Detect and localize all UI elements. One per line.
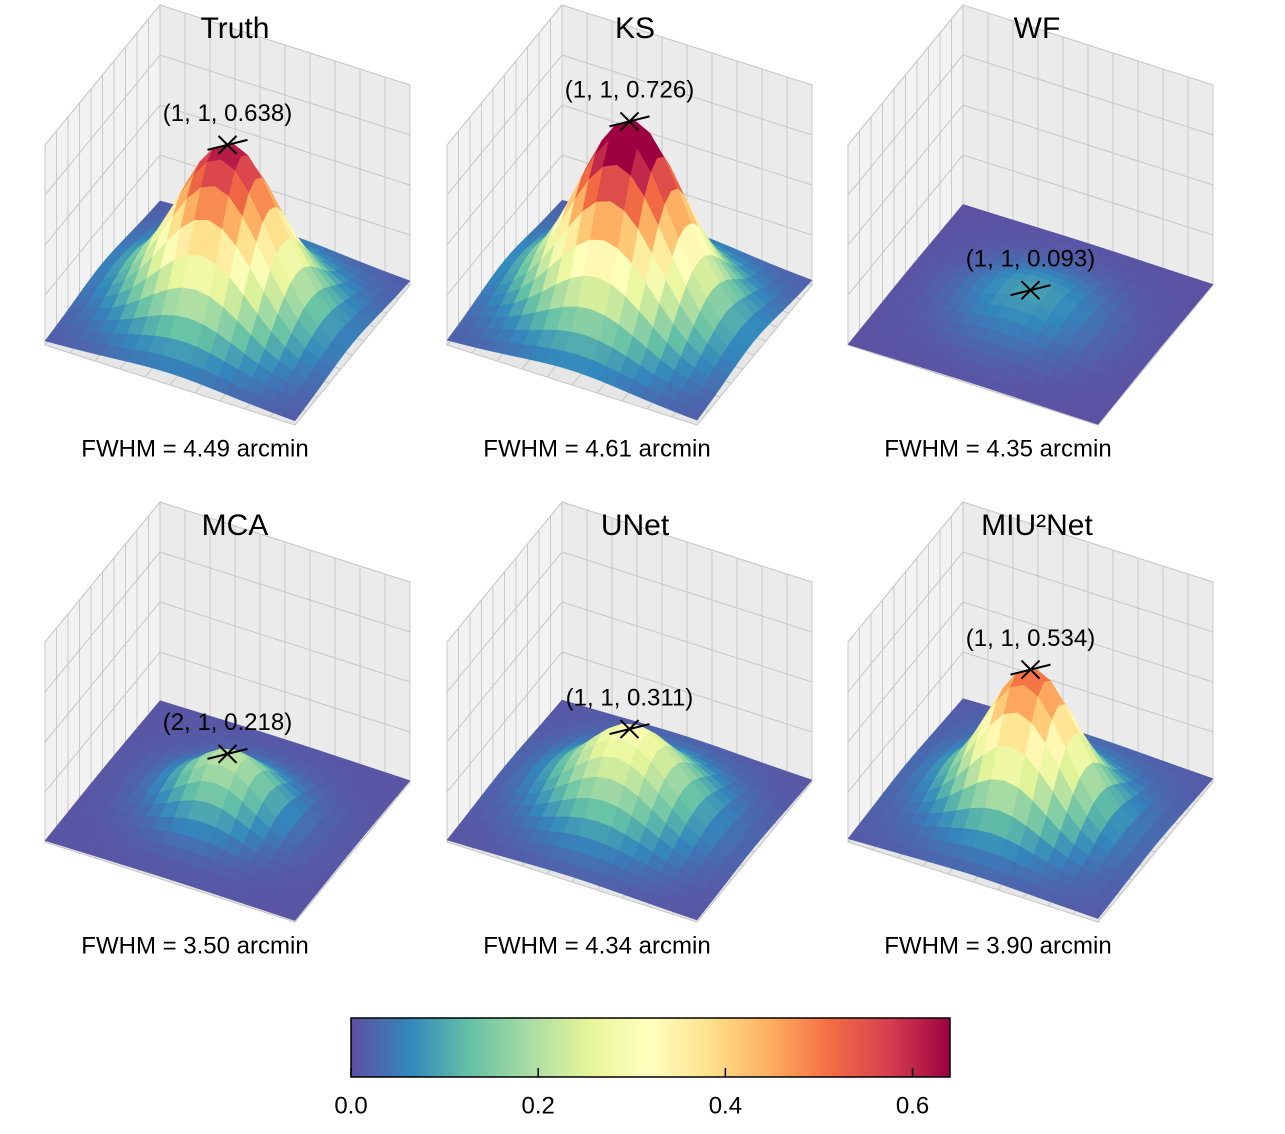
surface-patch	[1083, 411, 1105, 425]
peak-label: (1, 1, 0.726)	[565, 77, 694, 104]
pane-grid	[446, 54, 813, 196]
pane-grid	[446, 551, 813, 693]
pane-grid	[847, 54, 1214, 196]
panel-title: MCA	[202, 509, 269, 542]
peak-label: (1, 1, 0.311)	[566, 684, 694, 711]
pane-grid	[696, 284, 813, 426]
surface-patch	[1083, 905, 1105, 919]
fwhm-label: FWHM = 3.90 arcmin	[884, 932, 1111, 959]
panel-title: MIU²Net	[981, 509, 1093, 542]
peak-marker	[207, 135, 248, 155]
fwhm-label: FWHM = 4.35 arcmin	[884, 435, 1111, 462]
panel-title: Truth	[201, 12, 270, 45]
peak-marker	[609, 111, 650, 132]
pane-grid	[847, 551, 1214, 693]
pane-grid	[446, 651, 813, 793]
panel: (1, 1, 0.093) WF FWHM = 4.35 arcmin	[847, 3, 1214, 462]
pane-grid	[847, 104, 1214, 246]
colorbar-tick-label: 0.0	[334, 1092, 367, 1119]
pane-grid	[44, 154, 411, 296]
surface-patch	[280, 406, 302, 422]
pane-grid	[847, 4, 1214, 146]
pane-grid	[446, 4, 813, 146]
panel-title: KS	[615, 12, 655, 45]
fwhm-label: FWHM = 4.34 arcmin	[483, 932, 710, 959]
fwhm-label: FWHM = 4.49 arcmin	[81, 435, 308, 462]
peak-marker	[609, 719, 650, 739]
pane-grid	[696, 781, 813, 923]
surface-patch	[682, 906, 704, 921]
colorbar-tick-label: 0.6	[896, 1092, 929, 1119]
panel: (2, 1, 0.218) MCA FWHM = 3.50 arcmin	[44, 500, 411, 959]
peak-label: (1, 1, 0.638)	[163, 100, 292, 127]
panel: (1, 1, 0.534) MIU²Net FWHM = 3.90 arcmin	[847, 500, 1214, 959]
pane-grid	[446, 601, 813, 743]
panel-title: UNet	[601, 509, 670, 542]
pane-grid	[44, 501, 411, 643]
peak-marker	[1010, 659, 1051, 680]
pane-grid	[847, 501, 1214, 643]
pane-grid	[847, 651, 1214, 793]
peak-label: (1, 1, 0.534)	[966, 625, 1095, 652]
pane-grid	[1097, 781, 1214, 923]
panel-title: WF	[1014, 12, 1061, 45]
colorbar-tick-label: 0.4	[709, 1092, 742, 1119]
panel: (1, 1, 0.311) UNet FWHM = 4.34 arcmin	[446, 500, 813, 959]
peak-label: (2, 1, 0.218)	[163, 709, 292, 736]
pane-grid	[44, 601, 411, 743]
fwhm-label: FWHM = 3.50 arcmin	[81, 932, 308, 959]
surface-patch	[682, 405, 704, 421]
pane-grid	[294, 284, 411, 426]
surface-patch	[280, 907, 302, 921]
peak-marker	[1010, 280, 1051, 300]
panel: (1, 1, 0.726) KS FWHM = 4.61 arcmin	[446, 3, 813, 462]
pane-grid	[44, 54, 411, 196]
pane-grid	[1097, 284, 1214, 426]
pane-grid	[44, 4, 411, 146]
peak-label: (1, 1, 0.093)	[966, 246, 1095, 273]
pane-grid	[847, 154, 1214, 296]
pane-grid	[44, 651, 411, 793]
pane-grid	[446, 501, 813, 643]
pane-grid	[847, 601, 1214, 743]
pane-grid	[294, 781, 411, 923]
pane-grid	[44, 104, 411, 246]
panel: (1, 1, 0.638) Truth FWHM = 4.49 arcmin	[44, 3, 411, 462]
colorbar-tick-label: 0.2	[522, 1092, 555, 1119]
peak-marker	[207, 744, 248, 764]
pane-grid	[446, 154, 813, 296]
pane-grid	[446, 104, 813, 246]
fwhm-label: FWHM = 4.61 arcmin	[483, 435, 710, 462]
pane-grid	[44, 551, 411, 693]
colorbar	[350, 1017, 951, 1078]
